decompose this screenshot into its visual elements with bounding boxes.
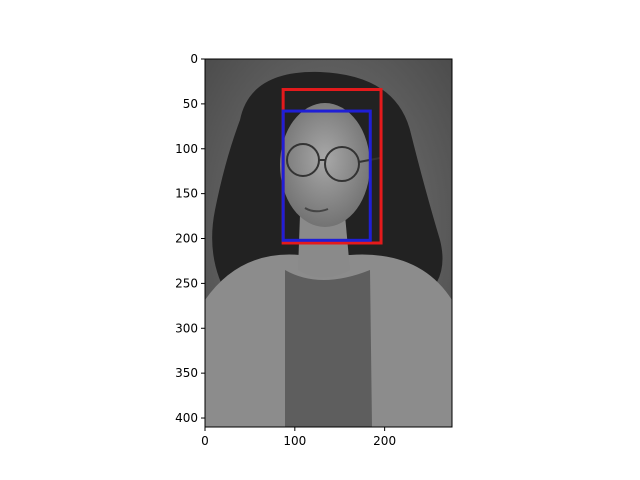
- portrait-photo: [205, 59, 452, 427]
- y-tick-label: 250: [175, 276, 198, 290]
- x-tick-label: 200: [373, 434, 396, 448]
- x-tick-label: 100: [283, 434, 306, 448]
- axes-frame: [204, 58, 453, 428]
- y-tick-label: 400: [175, 411, 198, 425]
- y-tick-label: 350: [175, 366, 198, 380]
- y-axis-ticks: 0 50 100 150 200 250 300 350 400: [175, 52, 205, 425]
- bounding-boxes: [281, 88, 383, 245]
- blue-box: [281, 109, 372, 242]
- x-tick-label: 0: [201, 434, 209, 448]
- y-tick-label: 50: [183, 97, 198, 111]
- y-tick-label: 150: [175, 187, 198, 201]
- y-tick-label: 0: [190, 52, 198, 66]
- x-axis-ticks: 0 100 200: [201, 427, 396, 448]
- y-tick-label: 300: [175, 321, 198, 335]
- y-tick-label: 200: [175, 232, 198, 246]
- y-tick-label: 100: [175, 142, 198, 156]
